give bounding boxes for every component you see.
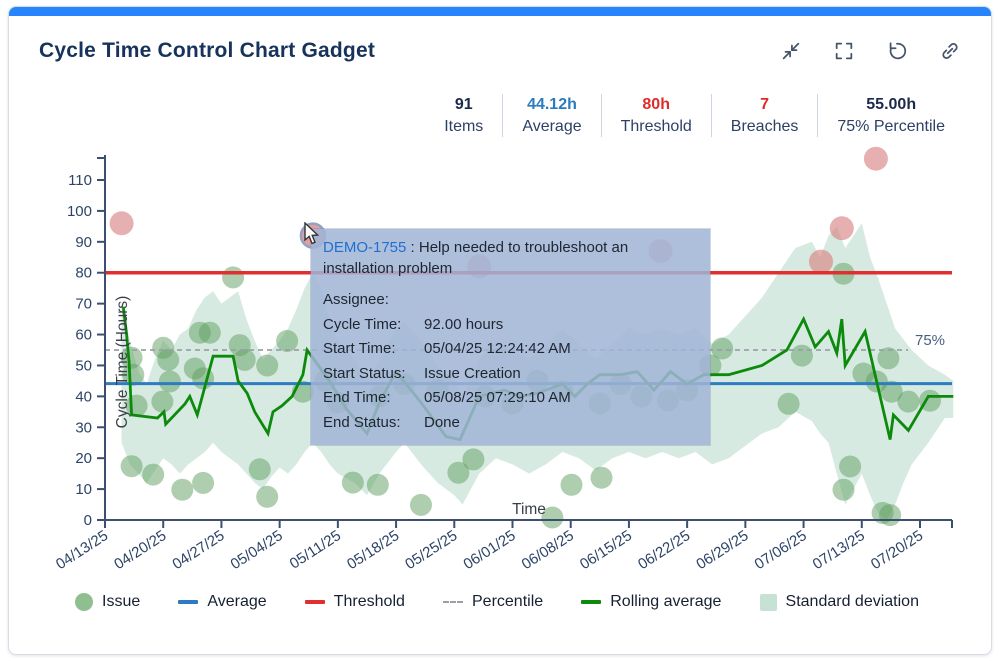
chart-legend: Issue Average Threshold Percentile Rolli…	[9, 593, 991, 611]
stat-breaches: 7 Breaches	[710, 94, 818, 137]
tooltip-row-start-status: Start Status: Issue Creation	[323, 364, 521, 382]
average-legend-marker	[178, 600, 199, 604]
stat-items: 91 Items	[425, 94, 502, 137]
threshold-legend-marker	[304, 600, 325, 604]
collapse-icon[interactable]	[780, 40, 802, 62]
tooltip-title: DEMO-1755 : Help needed to troubleshoot …	[323, 237, 698, 279]
stat-items-label: Items	[444, 118, 484, 135]
legend-label: Standard deviation	[785, 593, 919, 610]
issue-key-link[interactable]: DEMO-1755	[323, 239, 407, 256]
legend-item-threshold: Threshold	[304, 593, 405, 611]
gadget-title: Cycle Time Control Chart Gadget	[39, 39, 376, 62]
legend-label: Percentile	[472, 593, 544, 610]
gadget-header: Cycle Time Control Chart Gadget	[39, 39, 961, 63]
legend-label: Average	[207, 593, 267, 610]
legend-item-average: Average	[178, 593, 267, 611]
fullscreen-icon[interactable]	[833, 40, 855, 62]
stats-row: 91 Items 44.12h Average 80h Threshold 7 …	[425, 94, 964, 137]
stat-breaches-value: 7	[760, 96, 770, 113]
standard-deviation-legend-marker	[759, 593, 777, 611]
stat-threshold-label: Threshold	[620, 118, 692, 135]
refresh-icon[interactable]	[886, 40, 908, 62]
legend-item-standard-deviation: Standard deviation	[759, 593, 919, 611]
link-icon[interactable]	[939, 40, 961, 62]
tooltip-row-end-time: End Time: 05/08/25 07:29:10 AM	[323, 389, 571, 406]
legend-label: Rolling average	[610, 593, 722, 610]
stat-breaches-label: Breaches	[730, 118, 799, 135]
stat-average-label: Average	[522, 118, 582, 135]
stat-items-value: 91	[454, 96, 473, 113]
legend-item-rolling-average: Rolling average	[581, 593, 721, 611]
stat-average: 44.12h Average	[502, 94, 600, 137]
legend-item-percentile: Percentile	[443, 593, 543, 611]
tooltip-rows: Assignee: Cycle Time: 92.00 hours Start …	[323, 288, 698, 435]
stat-threshold: 80h Threshold	[600, 94, 711, 137]
tooltip-row-cycle-time: Cycle Time: 92.00 hours	[323, 315, 504, 333]
stat-average-value: 44.12h	[527, 96, 577, 113]
rolling-average-legend-marker	[581, 600, 602, 604]
tooltip-row-start-time: Start Time: 05/04/25 12:24:42 AM	[323, 340, 571, 357]
legend-item-issue: Issue	[75, 593, 140, 611]
gadget-actions	[780, 40, 961, 62]
issue-tooltip: DEMO-1755 : Help needed to troubleshoot …	[311, 229, 710, 445]
gadget-accent-bar	[9, 7, 991, 16]
stat-percentile-label: 75% Percentile	[837, 118, 945, 135]
issue-legend-marker	[75, 593, 93, 611]
legend-label: Issue	[102, 593, 141, 610]
legend-label: Threshold	[333, 593, 405, 610]
percentile-legend-marker	[443, 601, 463, 603]
stat-percentile: 55.00h 75% Percentile	[817, 94, 964, 137]
tooltip-row-assignee: Assignee:	[323, 291, 389, 308]
stat-percentile-value: 55.00h	[866, 96, 917, 113]
stat-threshold-value: 80h	[642, 96, 670, 113]
tooltip-row-end-status: End Status: Done	[323, 413, 460, 431]
